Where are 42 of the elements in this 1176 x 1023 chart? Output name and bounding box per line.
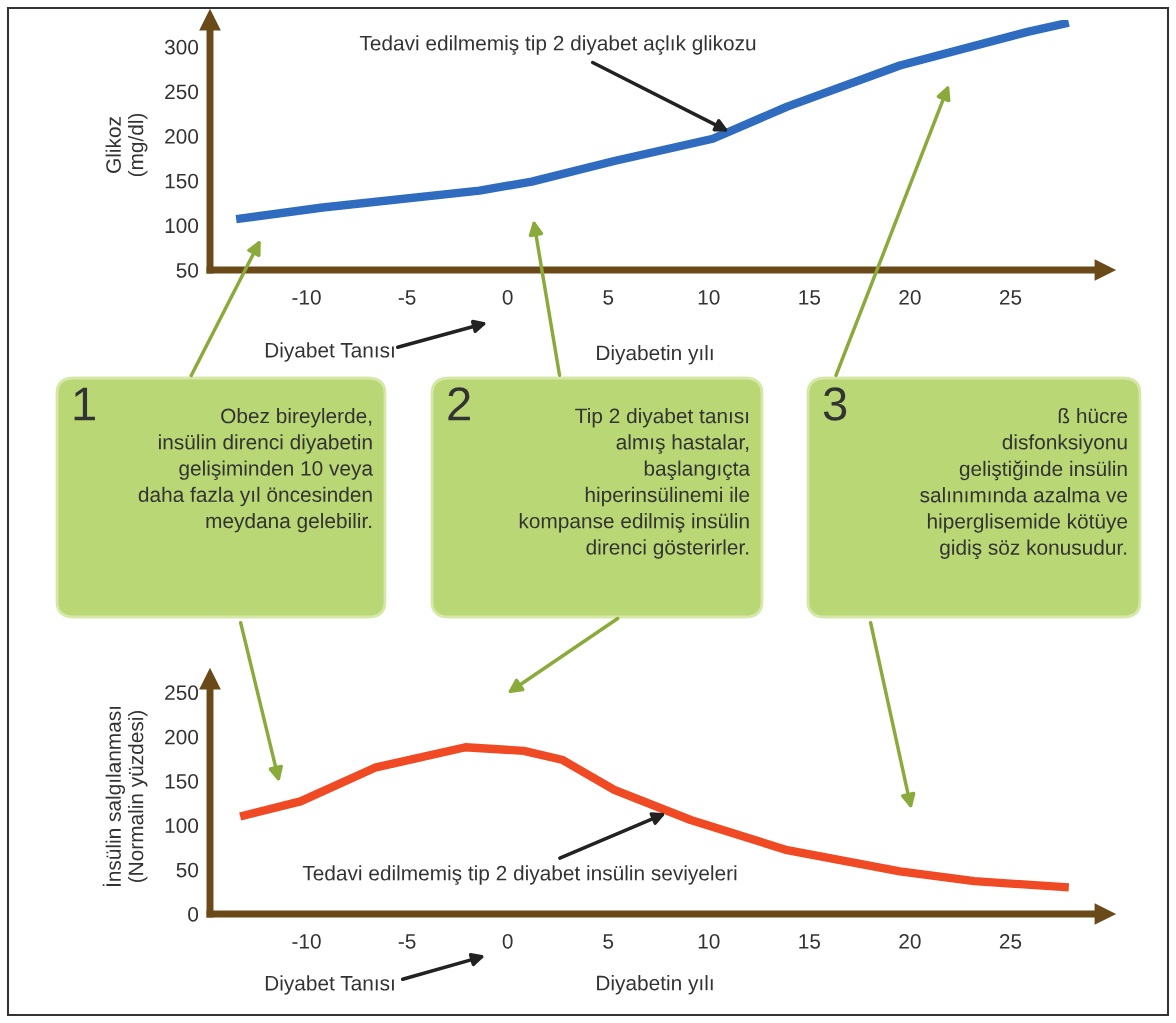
x-tick-label: 10 xyxy=(698,289,720,305)
y-tick-label: 150 xyxy=(165,773,199,789)
x-tick-label: 25 xyxy=(999,289,1022,305)
text: 1 xyxy=(74,387,95,421)
y-tick-label: 150 xyxy=(165,173,199,189)
y-axis-title: Glikoz (mg/dl) xyxy=(105,113,148,177)
y-tick-label: 50 xyxy=(176,862,199,878)
x-tick-label: -5 xyxy=(398,290,416,305)
x-tick-label: 0 xyxy=(502,289,513,305)
text: Obez bireylerde, insülin direnci diyabetin gelişiminden 10 veya daha fazla yıl öncesinden meydana gelebilir. xyxy=(138,408,374,533)
x-tick-label: 20 xyxy=(899,289,921,305)
x-tick-label: 5 xyxy=(603,934,614,949)
x-tick-label: 15 xyxy=(799,290,821,305)
y-tick-label: 50 xyxy=(176,263,199,278)
text: 2 xyxy=(448,387,470,421)
text: 3 xyxy=(823,387,847,421)
y-tick-label: 0 xyxy=(188,907,199,922)
x-tick-label: 15 xyxy=(799,934,821,949)
annotation: Tedavi edilmemiş tip 2 diyabet açlık glikozu xyxy=(359,35,756,55)
x-tick-label: 0 xyxy=(502,933,513,949)
x-tick-label: 25 xyxy=(999,933,1022,949)
x-tick-label: -5 xyxy=(398,934,416,949)
y-tick-label: 200 xyxy=(165,729,199,745)
y-tick-label: 250 xyxy=(165,685,199,701)
x-tick-label: -10 xyxy=(292,289,321,305)
x-tick-label: 5 xyxy=(603,290,614,305)
y-tick-label: 300 xyxy=(164,39,199,55)
y-tick-label: 250 xyxy=(165,84,199,100)
annotation: Tedavi edilmemiş tip 2 diyabet insülin seviyeleri xyxy=(302,865,737,885)
x-axis-title: Diyabetin yılı xyxy=(597,975,713,995)
text: Tip 2 diyabet tanısı almış hastalar, başlangıçta hiperinsülinemi ile kompanse edilmiş insülin direnci gösterirler. xyxy=(519,408,751,559)
text: ß hücre disfonksiyonu geliştiğinde insülin salınımında azalma ve hiperglisemide kötüye gidiş söz konusudur. xyxy=(920,408,1128,560)
x-axis-title: Diyabetin yılı xyxy=(597,345,713,365)
y-tick-label: 100 xyxy=(165,818,199,834)
x-tick-label: 10 xyxy=(698,933,720,949)
y-tick-label: 100 xyxy=(165,218,199,234)
x-tick-label: 20 xyxy=(899,933,921,949)
y-axis-title: İnsülin salgılanması (Normalin yüzdesi) xyxy=(102,707,148,887)
text: Diyabet Tanısı xyxy=(265,975,394,995)
y-tick-label: 200 xyxy=(165,129,199,144)
text: Diyabet Tanısı xyxy=(265,342,394,362)
x-tick-label: -10 xyxy=(292,933,321,949)
